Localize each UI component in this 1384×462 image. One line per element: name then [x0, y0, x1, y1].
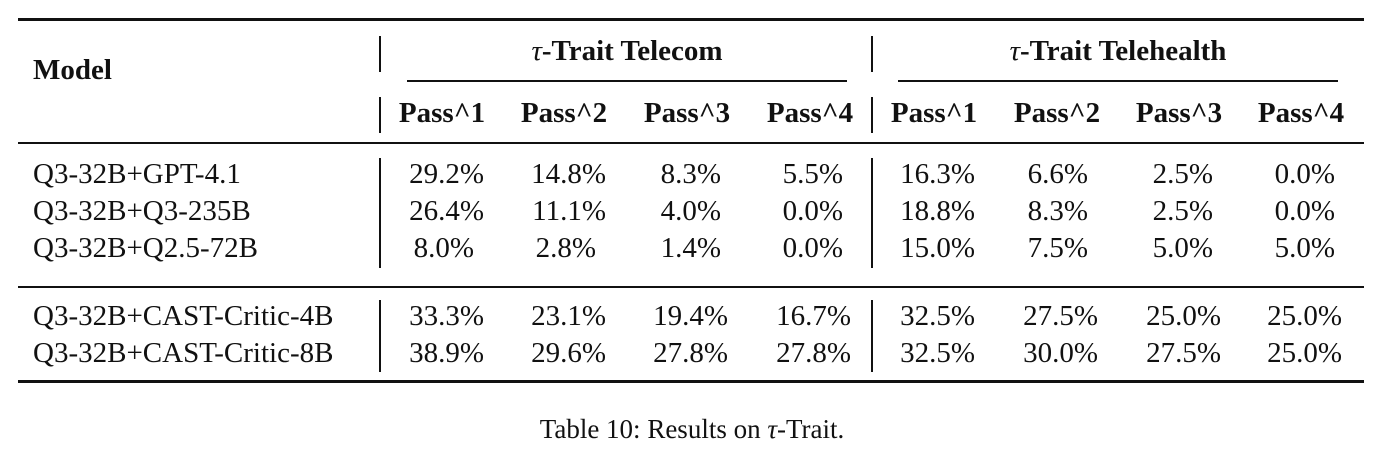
- table-cell: 30.0%: [1023, 337, 1098, 369]
- vbar-model-body-1: [379, 158, 381, 268]
- table-cell: 16.3%: [900, 158, 975, 190]
- row-model-name: Q3-32B+Q2.5-72B: [33, 232, 258, 264]
- table-cell: 14.8%: [531, 158, 606, 190]
- telehealth-group-header: τ-Trait Telehealth: [1010, 35, 1227, 67]
- table-cell: 25.0%: [1267, 300, 1342, 332]
- tau-symbol: τ: [1009, 35, 1020, 67]
- row-model-name: Q3-32B+GPT-4.1: [33, 158, 241, 190]
- table-cell: 8.0%: [413, 232, 474, 264]
- table-cell: 15.0%: [900, 232, 975, 264]
- vbar-group-body-2: [871, 300, 873, 372]
- pass-header: Pass^3: [1135, 97, 1223, 129]
- table-cell: 26.4%: [409, 195, 484, 227]
- table-cell: 8.3%: [660, 158, 721, 190]
- table-cell: 25.0%: [1146, 300, 1221, 332]
- table-cell: 23.1%: [531, 300, 606, 332]
- table-cell: 11.1%: [532, 195, 606, 227]
- vbar-group-body-1: [871, 158, 873, 268]
- pass-header: Pass^4: [766, 97, 854, 129]
- pass-header: Pass^2: [520, 97, 608, 129]
- table-cell: 5.0%: [1152, 232, 1213, 264]
- table-cell: 4.0%: [660, 195, 721, 227]
- top-rule: [18, 18, 1364, 21]
- table-cell: 29.6%: [531, 337, 606, 369]
- table-cell: 27.8%: [776, 337, 851, 369]
- table-caption: Table 10: Results on τ-Trait.: [540, 414, 845, 445]
- table-cell: 0.0%: [1274, 158, 1335, 190]
- table-cell: 5.5%: [782, 158, 843, 190]
- model-header: Model: [33, 54, 112, 86]
- table-cell: 32.5%: [900, 337, 975, 369]
- table-cell: 18.8%: [900, 195, 975, 227]
- pass-header: Pass^1: [890, 97, 978, 129]
- row-model-name: Q3-32B+Q3-235B: [33, 195, 251, 227]
- table-cell: 8.3%: [1027, 195, 1088, 227]
- vbar-model-header-2: [379, 97, 381, 133]
- telehealth-group-label: -Trait Telehealth: [1019, 35, 1227, 67]
- table-cell: 7.5%: [1027, 232, 1088, 264]
- vbar-model-body-2: [379, 300, 381, 372]
- telecom-cmidrule: [407, 80, 847, 82]
- table-cell: 1.4%: [660, 232, 721, 264]
- header-rule: [18, 142, 1364, 144]
- tau-symbol: τ: [531, 35, 542, 67]
- pass-header: Pass^4: [1257, 97, 1345, 129]
- table-cell: 16.7%: [776, 300, 851, 332]
- pass-header: Pass^3: [643, 97, 731, 129]
- bottom-rule: [18, 380, 1364, 383]
- table-cell: 27.8%: [653, 337, 728, 369]
- caption-tau: τ: [767, 414, 777, 444]
- vbar-group-header-2: [871, 97, 873, 133]
- telehealth-cmidrule: [898, 80, 1338, 82]
- table-cell: 6.6%: [1027, 158, 1088, 190]
- pass-header: Pass^2: [1013, 97, 1101, 129]
- table-cell: 38.9%: [409, 337, 484, 369]
- telecom-group-header: τ-Trait Telecom: [531, 35, 722, 67]
- group-separator-rule: [18, 286, 1364, 288]
- caption-suffix: -Trait.: [777, 414, 845, 444]
- vbar-model-header-1: [379, 36, 381, 72]
- table-cell: 27.5%: [1023, 300, 1098, 332]
- table-cell: 2.8%: [535, 232, 596, 264]
- table-cell: 29.2%: [409, 158, 484, 190]
- table-cell: 32.5%: [900, 300, 975, 332]
- table-cell: 19.4%: [653, 300, 728, 332]
- vbar-group-header-1: [871, 36, 873, 72]
- table-cell: 0.0%: [782, 232, 843, 264]
- telecom-group-label: -Trait Telecom: [541, 35, 723, 67]
- table-cell: 2.5%: [1152, 158, 1213, 190]
- table-cell: 0.0%: [1274, 195, 1335, 227]
- row-model-name: Q3-32B+CAST-Critic-4B: [33, 300, 334, 332]
- table-cell: 27.5%: [1146, 337, 1221, 369]
- table-cell: 2.5%: [1152, 195, 1213, 227]
- caption-prefix: Table 10: Results on: [539, 414, 768, 444]
- table-cell: 0.0%: [782, 195, 843, 227]
- pass-header: Pass^1: [398, 97, 486, 129]
- table-cell: 33.3%: [409, 300, 484, 332]
- row-model-name: Q3-32B+CAST-Critic-8B: [33, 337, 334, 369]
- table-cell: 25.0%: [1267, 337, 1342, 369]
- table-cell: 5.0%: [1274, 232, 1335, 264]
